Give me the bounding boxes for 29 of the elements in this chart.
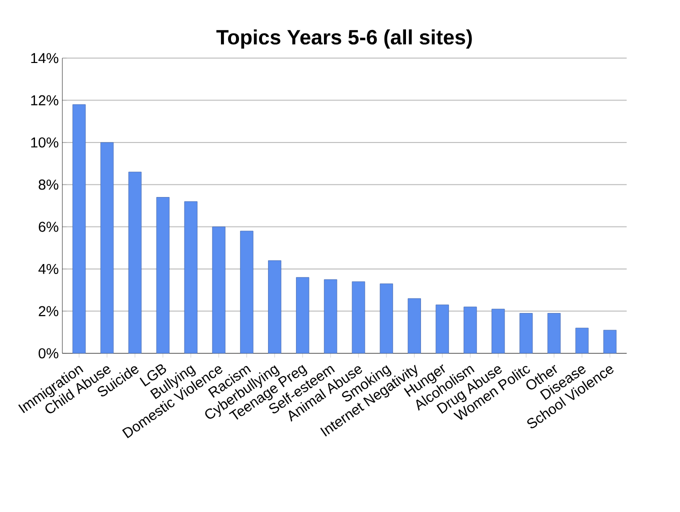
bar xyxy=(100,142,114,354)
bar xyxy=(184,201,198,354)
y-tick-label: 4% xyxy=(38,264,58,274)
y-tick-label: 0% xyxy=(38,348,58,358)
bar xyxy=(128,172,142,354)
bar xyxy=(464,306,477,354)
y-tick-label: 14% xyxy=(31,53,58,64)
bar xyxy=(156,197,170,354)
bar xyxy=(492,308,505,354)
bar xyxy=(380,284,393,354)
bar xyxy=(547,313,561,354)
y-tick-label: 6% xyxy=(38,222,58,232)
bar xyxy=(352,281,366,354)
bar xyxy=(212,226,226,354)
bar xyxy=(324,279,338,354)
bar xyxy=(520,313,533,354)
chart-title: Topics Years 5-6 (all sites) xyxy=(216,29,472,49)
bar xyxy=(436,304,449,354)
bar xyxy=(575,328,589,354)
bar xyxy=(408,298,421,354)
bar xyxy=(268,260,282,354)
bar xyxy=(296,277,310,354)
bar xyxy=(603,330,617,354)
y-tick-label: 10% xyxy=(31,137,58,148)
y-tick-label: 2% xyxy=(38,306,58,316)
bar xyxy=(72,104,86,354)
bar xyxy=(240,230,254,354)
y-tick-label: 8% xyxy=(38,180,58,190)
y-tick-label: 12% xyxy=(31,95,58,106)
